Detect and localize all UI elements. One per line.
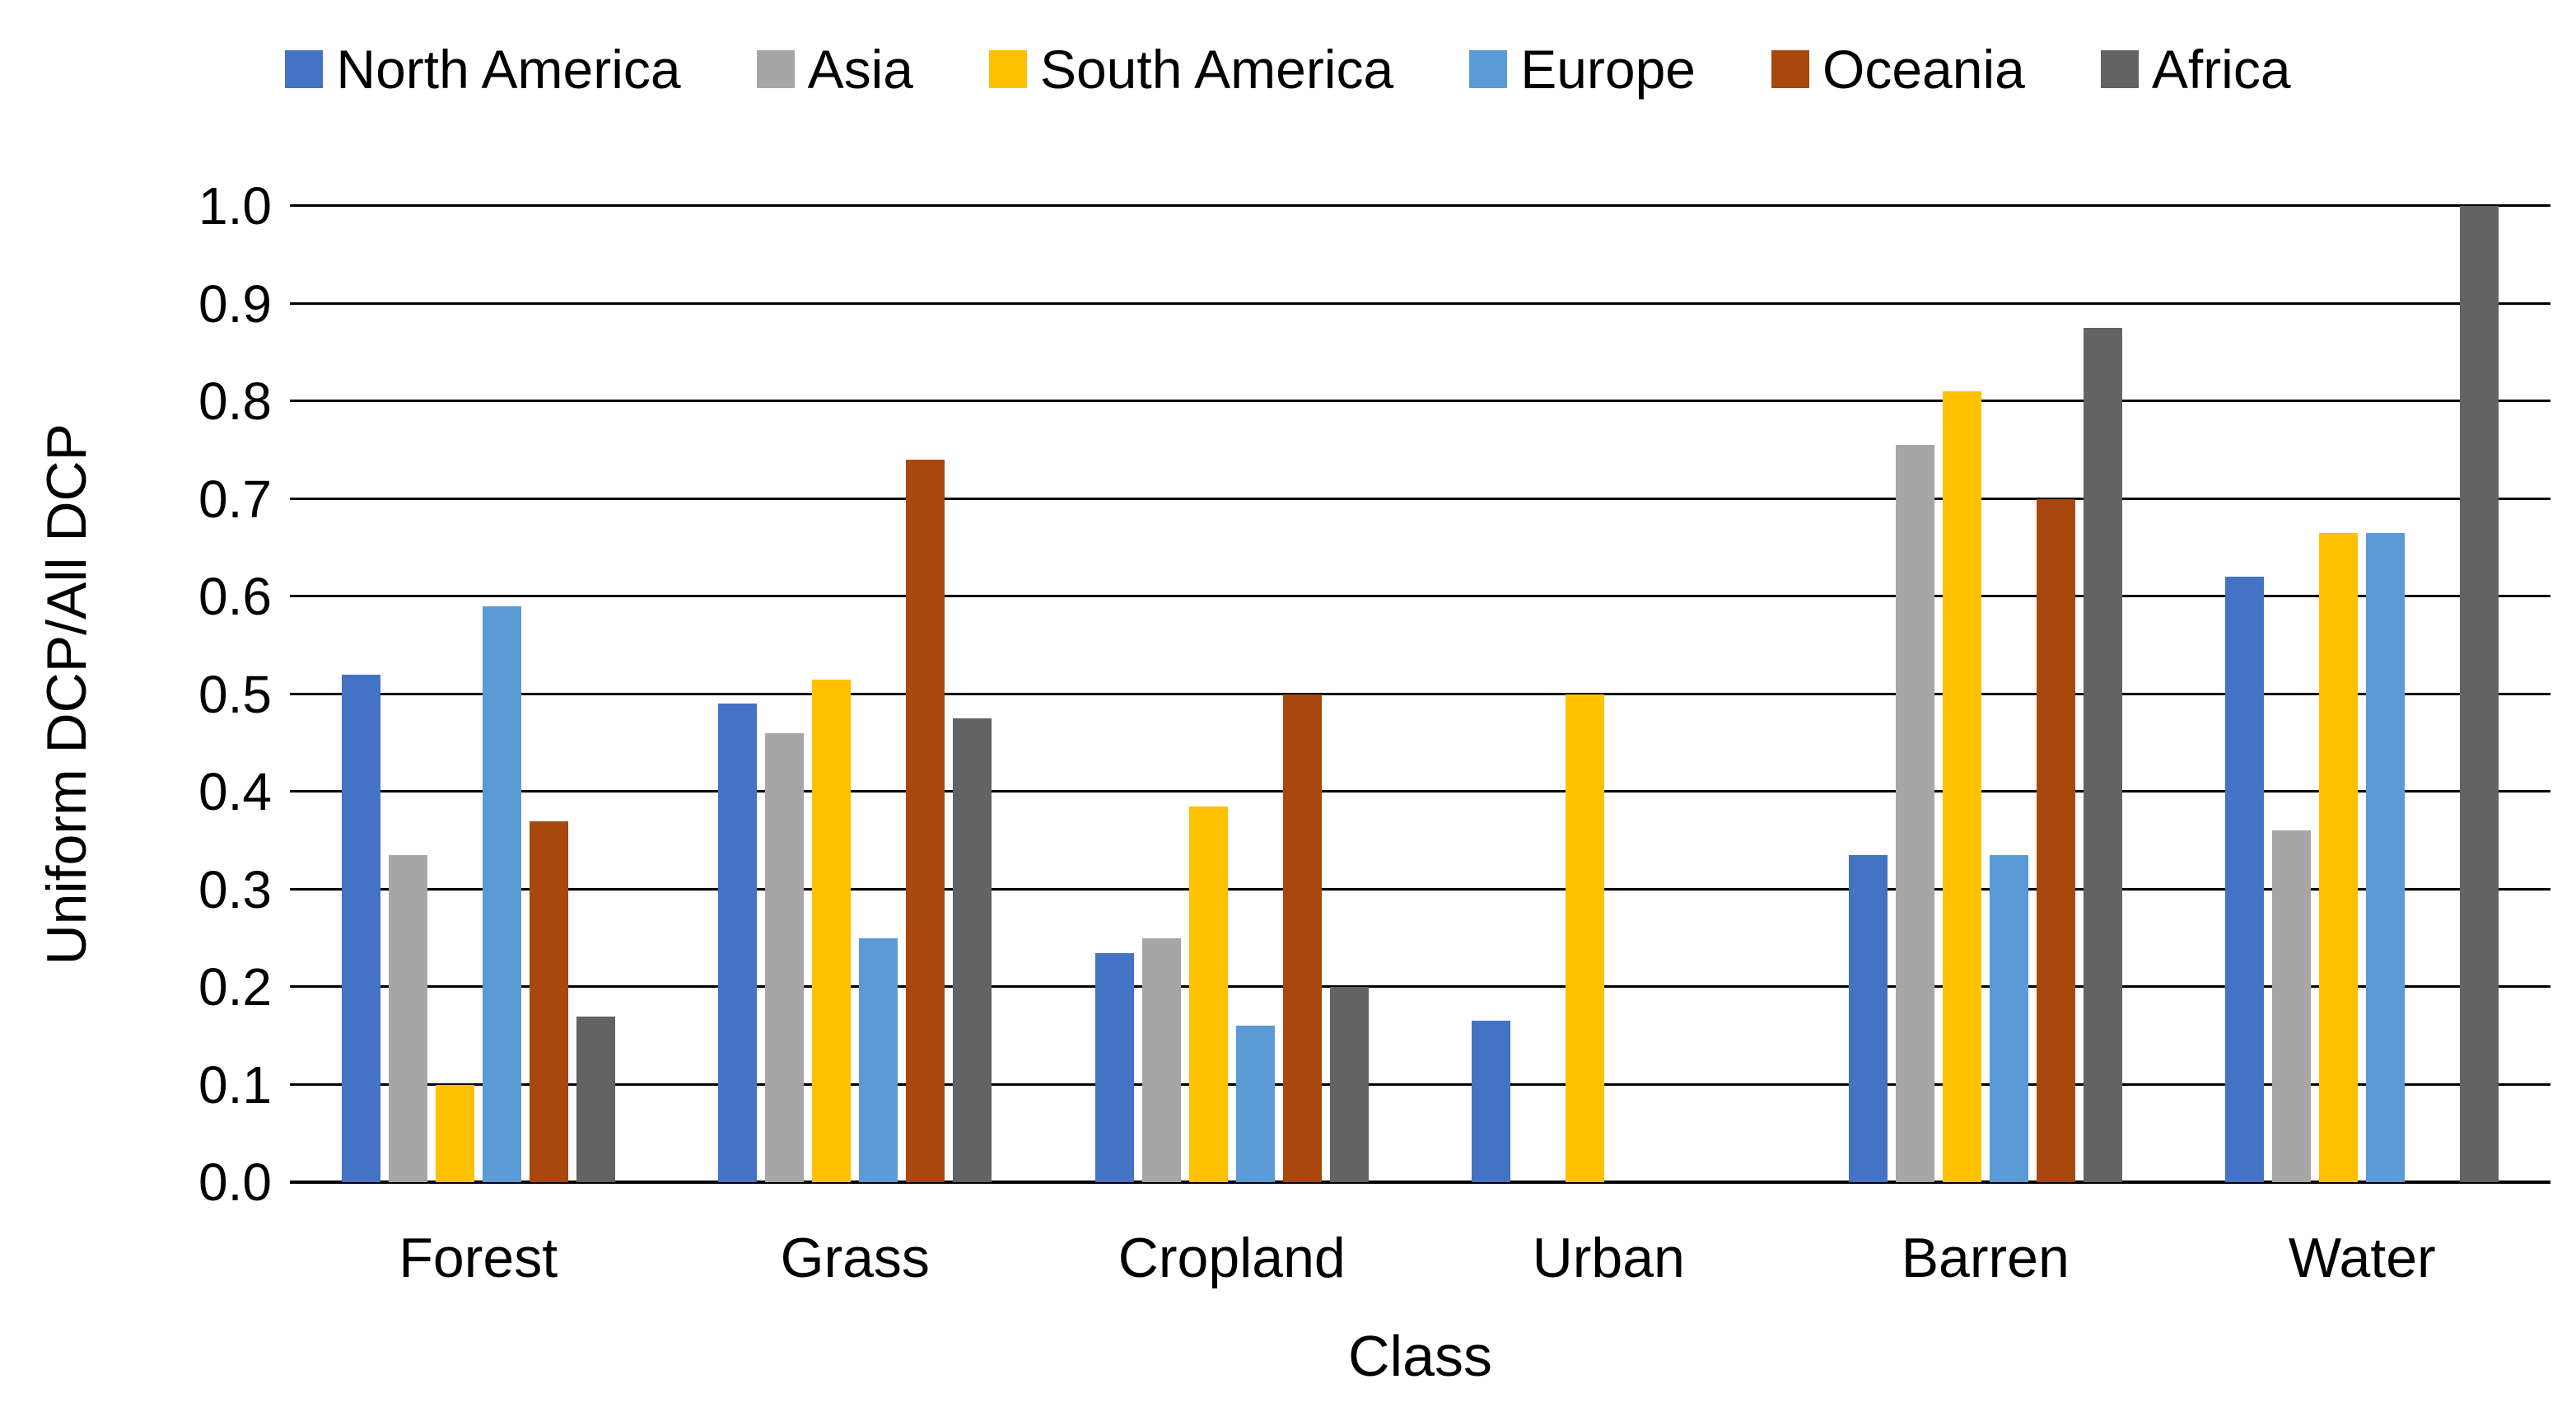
- bar-oceania-cropland: [1282, 694, 1322, 1182]
- bar-europe-grass: [859, 937, 898, 1182]
- legend-label-north-america: North America: [336, 39, 681, 100]
- legend-label-asia: Asia: [807, 39, 913, 100]
- gridline-0.1: [290, 1082, 2550, 1086]
- bar-north-america-urban: [1472, 1021, 1511, 1182]
- plot-area: [290, 204, 2550, 1184]
- legend-swatch-africa: [2100, 50, 2139, 88]
- legend-item-asia: Asia: [756, 31, 913, 107]
- gridline-0.3: [290, 887, 2550, 891]
- y-axis-title-text: Uniform DCP/All DCP: [35, 423, 98, 965]
- bar-europe-cropland: [1235, 1026, 1275, 1182]
- bar-oceania-forest: [529, 821, 568, 1182]
- bar-north-america-barren: [1848, 855, 1888, 1182]
- bar-south-america-barren: [1942, 391, 1981, 1182]
- legend-item-europe: Europe: [1469, 31, 1696, 107]
- bar-asia-forest: [388, 855, 427, 1182]
- legend-swatch-south-america: [988, 50, 1027, 88]
- bar-group-urban: [1421, 206, 1798, 1182]
- gridline-1.0: [290, 204, 2550, 207]
- gridline-0.7: [290, 497, 2550, 500]
- bar-asia-water: [2272, 830, 2312, 1182]
- gridline-0.6: [290, 595, 2550, 597]
- bar-south-america-urban: [1566, 694, 1605, 1182]
- y-tick-label-0.5: 0.5: [198, 664, 272, 724]
- bar-oceania-barren: [2036, 498, 2075, 1182]
- legend-item-oceania: Oceania: [1771, 31, 2025, 107]
- x-label-forest: Forest: [399, 1227, 558, 1289]
- bar-europe-barren: [1989, 855, 2028, 1182]
- bar-africa-grass: [953, 718, 992, 1182]
- legend-swatch-europe: [1469, 50, 1508, 88]
- legend: North America Asia South America Europe …: [0, 31, 2576, 107]
- y-tick-label-0.4: 0.4: [198, 762, 272, 821]
- x-label-cropland: Cropland: [1118, 1227, 1346, 1289]
- bar-group-grass: [667, 206, 1044, 1182]
- y-tick-label-0.0: 0.0: [198, 1153, 272, 1212]
- gridline-0.0: [290, 1181, 2550, 1184]
- bar-south-america-forest: [435, 1084, 474, 1182]
- x-label-barren: Barren: [1901, 1227, 2070, 1289]
- bar-asia-barren: [1895, 445, 1934, 1182]
- bar-africa-barren: [2083, 328, 2122, 1182]
- bar-group-water: [2174, 206, 2551, 1182]
- bar-south-america-water: [2319, 532, 2359, 1182]
- y-tick-label-1.0: 1.0: [198, 176, 272, 236]
- y-tick-label-0.6: 0.6: [198, 567, 272, 626]
- y-axis-title: Uniform DCP/All DCP: [31, 206, 102, 1182]
- legend-label-south-america: South America: [1039, 39, 1394, 100]
- bar-groups: [290, 206, 2550, 1182]
- x-axis-labels: Forest Grass Cropland Urban Barren Water: [290, 1226, 2550, 1290]
- gridline-0.8: [290, 400, 2550, 402]
- legend-label-africa: Africa: [2151, 39, 2291, 100]
- legend-item-africa: Africa: [2100, 31, 2291, 107]
- legend-item-south-america: South America: [988, 31, 1394, 107]
- gridline-0.5: [290, 692, 2550, 695]
- x-axis-title: Class: [1347, 1324, 1493, 1388]
- bar-africa-forest: [576, 1016, 615, 1182]
- legend-swatch-oceania: [1771, 50, 1810, 88]
- bar-asia-grass: [765, 732, 805, 1182]
- y-tick-label-0.7: 0.7: [198, 469, 272, 529]
- bar-africa-cropland: [1329, 987, 1369, 1182]
- legend-label-europe: Europe: [1520, 39, 1696, 100]
- x-label-water: Water: [2288, 1227, 2436, 1289]
- bar-north-america-water: [2225, 577, 2265, 1182]
- gridline-0.2: [290, 985, 2550, 988]
- y-tick-label-0.1: 0.1: [198, 1054, 272, 1115]
- bar-north-america-cropland: [1094, 952, 1134, 1182]
- legend-item-north-america: North America: [285, 31, 681, 107]
- bar-europe-forest: [482, 605, 521, 1182]
- bar-asia-cropland: [1141, 937, 1181, 1182]
- y-tick-label-0.8: 0.8: [198, 372, 272, 431]
- bar-south-america-cropland: [1188, 806, 1228, 1182]
- bar-south-america-grass: [812, 679, 852, 1182]
- x-label-urban: Urban: [1532, 1227, 1685, 1289]
- y-tick-label-0.9: 0.9: [198, 274, 272, 334]
- legend-label-oceania: Oceania: [1822, 39, 2025, 100]
- x-label-grass: Grass: [780, 1227, 930, 1289]
- bar-oceania-grass: [906, 460, 945, 1182]
- bar-africa-water: [2460, 206, 2499, 1182]
- y-tick-label-0.3: 0.3: [198, 859, 272, 919]
- bar-group-forest: [290, 206, 667, 1182]
- y-tick-label-0.2: 0.2: [198, 957, 272, 1017]
- y-axis-ticks: 0.0 0.1 0.2 0.3 0.4 0.5 0.6 0.7 0.8 0.9 1.0: [99, 176, 272, 1212]
- gridline-0.4: [290, 790, 2550, 792]
- legend-swatch-north-america: [285, 50, 324, 88]
- bar-north-america-forest: [341, 674, 380, 1182]
- bar-group-cropland: [1043, 206, 1421, 1182]
- bar-europe-water: [2366, 532, 2406, 1182]
- gridline-0.9: [290, 302, 2550, 305]
- bar-north-america-grass: [718, 704, 758, 1182]
- bar-group-barren: [1797, 206, 2174, 1182]
- legend-swatch-asia: [756, 50, 795, 88]
